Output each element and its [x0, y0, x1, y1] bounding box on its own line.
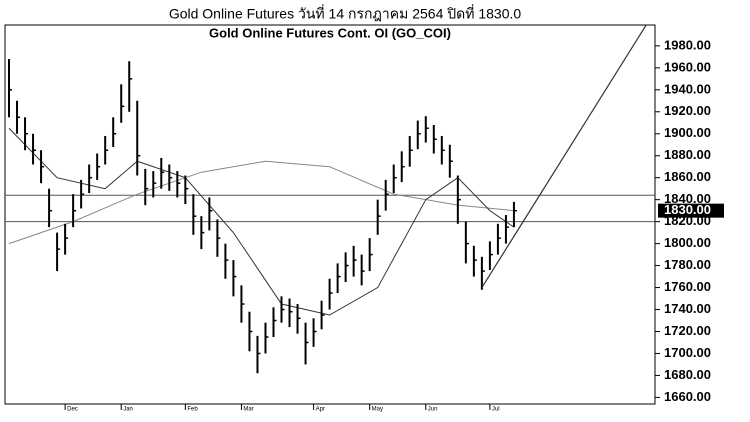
x-tick-label: Apr — [316, 407, 325, 413]
y-tick-label: 1720.00 — [664, 323, 711, 338]
y-tick-label: 1960.00 — [664, 59, 711, 74]
y-tick-label: 1760.00 — [664, 279, 711, 294]
x-tick-label: Feb — [187, 407, 198, 413]
y-tick-label: 1980.00 — [664, 37, 711, 52]
y-tick-label: 1880.00 — [664, 147, 711, 162]
chart-title: Gold Online Futures วันที่ 14 กรกฎาคม 25… — [169, 5, 522, 22]
y-tick-label: 1800.00 — [664, 235, 711, 250]
y-tick-label: 1840.00 — [664, 191, 711, 206]
x-tick-label: Jun — [428, 407, 438, 413]
y-tick-label: 1680.00 — [664, 367, 711, 382]
last-price-box — [658, 203, 724, 218]
x-tick-label: Jul — [492, 407, 500, 413]
y-tick-label: 1860.00 — [664, 169, 711, 184]
x-tick-label: May — [372, 407, 383, 413]
y-tick-label: 1740.00 — [664, 301, 711, 316]
y-tick-label: 1920.00 — [664, 103, 711, 118]
y-tick-label: 1660.00 — [664, 389, 711, 404]
x-tick-label: Mar — [243, 407, 253, 413]
x-tick-label: Jan — [123, 407, 133, 413]
y-tick-label: 1900.00 — [664, 125, 711, 140]
y-tick-label: 1940.00 — [664, 81, 711, 96]
chart-subtitle: Gold Online Futures Cont. OI (GO_COI) — [209, 25, 451, 40]
moving-average — [8, 160, 514, 245]
plot-frame — [4, 24, 656, 405]
last-price-label: 1830.00 — [664, 202, 711, 217]
plot-area — [5, 25, 655, 374]
y-tick-label: 1700.00 — [664, 345, 711, 360]
y-tick-label: 1780.00 — [664, 257, 711, 272]
trend-line — [481, 25, 647, 288]
x-tick-label: Dec — [67, 407, 78, 413]
